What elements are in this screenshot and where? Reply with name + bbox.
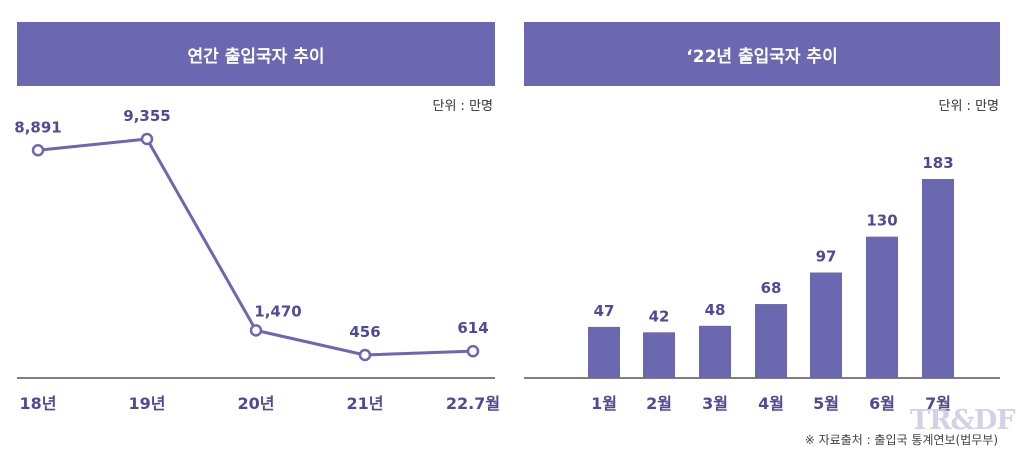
bar: [922, 179, 954, 378]
line-x-tick-label: 19년: [129, 394, 166, 413]
bar-x-tick-label: 3월: [702, 394, 728, 413]
line-point: [466, 344, 480, 358]
bar-value-label: 42: [649, 307, 670, 325]
line-point: [31, 144, 45, 157]
bar-chart-header: ‘22년 출입국자 추이: [524, 22, 1000, 86]
line-value-label: 456: [349, 323, 380, 341]
bar-value-label: 48: [705, 301, 726, 319]
bar-x-tick-label: 5월: [813, 394, 839, 413]
line-chart-title: 연간 출입국자 추이: [187, 46, 325, 67]
watermark-logo: TR&DF: [910, 405, 1015, 436]
bar-value-label: 97: [816, 248, 837, 266]
bar-value-label: 68: [761, 279, 782, 297]
bar: [810, 272, 842, 378]
bar: [699, 325, 731, 378]
annual-line-chart: 8,891 18년 9,355 19년 1,470 20년 456 21년 614 22.7월: [14, 107, 500, 413]
bar-x-tick-label: 7월: [925, 394, 951, 413]
data-source-note: ※ 자료출처 : 출입국 통계연보(법무부): [804, 433, 998, 447]
line-x-tick-label: 21년: [347, 394, 384, 413]
bar-x-tick-label: 4월: [758, 394, 784, 413]
line-x-tick-label: 22.7월: [446, 394, 500, 413]
line-point: [358, 348, 372, 362]
bar-x-tick-label: 6월: [869, 394, 895, 413]
line-point: [140, 132, 154, 146]
line-value-label: 614: [457, 319, 488, 337]
bar: [588, 326, 620, 378]
bar-value-label: 183: [922, 154, 953, 172]
bar-value-label: 130: [866, 212, 897, 230]
line-x-tick-label: 20년: [238, 394, 275, 413]
line-series: [37, 137, 474, 357]
bar: [643, 332, 675, 378]
line-x-tick-label: 18년: [20, 394, 57, 413]
bar: [866, 236, 898, 378]
line-value-label: 8,891: [14, 118, 61, 136]
bar-x-tick-label: 2월: [646, 394, 672, 413]
bar: [755, 304, 787, 378]
line-point: [249, 324, 263, 337]
line-value-label: 1,470: [254, 302, 301, 320]
line-chart-header: 연간 출입국자 추이: [17, 22, 495, 86]
monthly-bar-chart: 47 1월 42 2월 48 3월 68 4월 97 5월 130 6월 183 7월: [524, 154, 1000, 413]
bar-chart-title: ‘22년 출입국자 추이: [686, 46, 838, 67]
line-chart-unit: 단위 : 만명: [432, 99, 494, 114]
bar-value-label: 47: [594, 302, 615, 320]
line-value-label: 9,355: [123, 107, 170, 125]
bar-x-tick-label: 1월: [591, 394, 617, 413]
bar-chart-unit: 단위 : 만명: [938, 99, 1000, 114]
